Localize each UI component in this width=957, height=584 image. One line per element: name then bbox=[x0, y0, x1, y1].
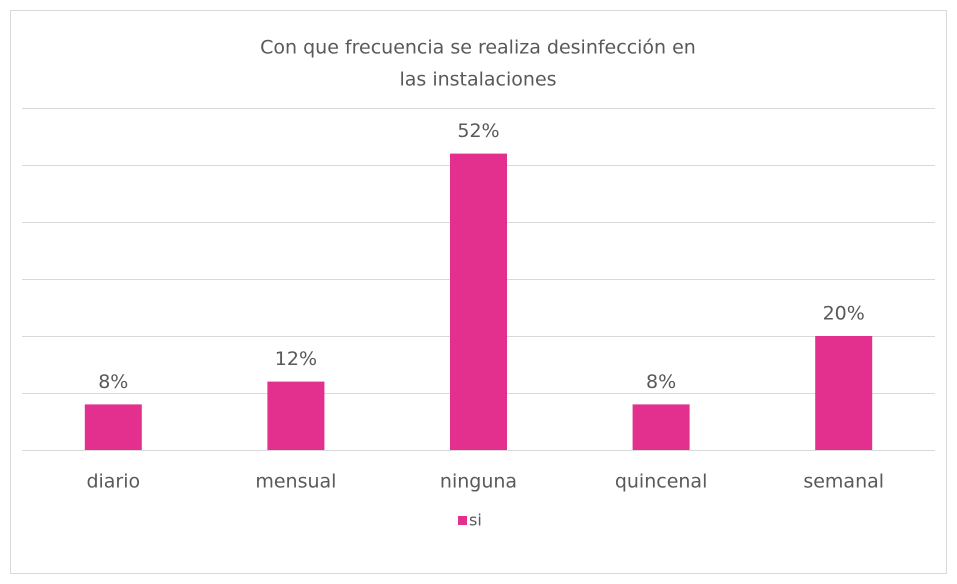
bar bbox=[267, 381, 325, 450]
data-label: 20% bbox=[823, 303, 865, 325]
data-label: 8% bbox=[98, 371, 128, 393]
data-label: 12% bbox=[275, 348, 317, 370]
data-label: 52% bbox=[457, 120, 499, 142]
chart-title: las instalaciones bbox=[399, 69, 556, 91]
x-tick-label: mensual bbox=[255, 471, 336, 493]
bar bbox=[815, 336, 873, 450]
x-tick-label: semanal bbox=[803, 471, 884, 493]
legend-swatch bbox=[458, 516, 467, 525]
bar bbox=[632, 404, 690, 450]
legend-label: si bbox=[469, 511, 482, 530]
data-label: 8% bbox=[646, 371, 676, 393]
x-tick-label: quincenal bbox=[615, 471, 708, 493]
x-tick-label: ninguna bbox=[440, 471, 517, 493]
x-tick-label: diario bbox=[86, 471, 140, 493]
bar bbox=[84, 404, 142, 450]
bar bbox=[450, 153, 507, 450]
chart-title: Con que frecuencia se realiza desinfecci… bbox=[260, 37, 696, 59]
